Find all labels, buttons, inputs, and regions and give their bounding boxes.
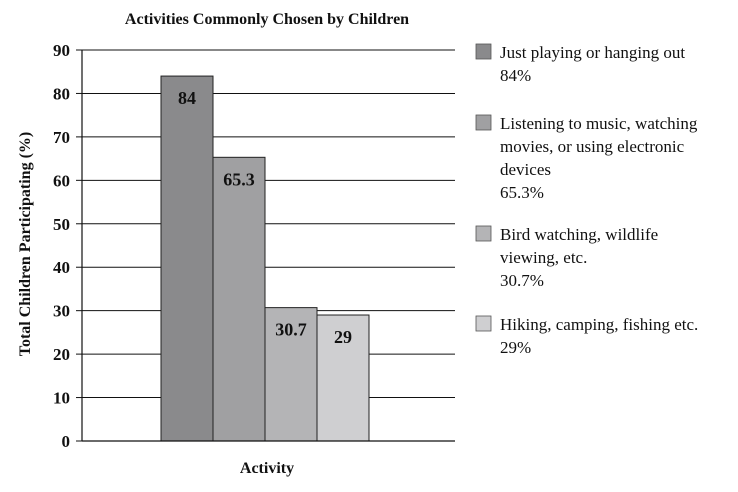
- legend-swatch: [475, 114, 492, 131]
- y-axis-ticks: 0 10 20 30 40 50 60 70 80 90: [53, 41, 82, 451]
- legend-entry-text: 84%: [500, 66, 531, 85]
- bar: [212, 156, 266, 442]
- legend-swatch: [475, 43, 492, 60]
- bar-data-label: 84: [178, 88, 196, 108]
- bar-data-label: 65.3: [223, 169, 255, 189]
- y-tick-label: 60: [53, 171, 70, 190]
- legend-entry-text: Hiking, camping, fishing etc.: [500, 315, 698, 334]
- bar: [264, 307, 318, 442]
- gridlines: [82, 49, 455, 399]
- bar-labels: 84 65.3 30.7 29: [178, 88, 352, 347]
- y-tick-label: 80: [53, 84, 70, 103]
- legend-entry-text: Bird watching, wildlife: [500, 225, 658, 244]
- bar: [160, 75, 214, 442]
- legend-swatch: [475, 225, 492, 242]
- y-tick-label: 10: [53, 389, 70, 408]
- axes: [81, 50, 455, 442]
- bars: [160, 75, 370, 442]
- legend-entry-text: devices: [500, 160, 551, 179]
- x-axis-label: Activity: [240, 460, 294, 477]
- chart-title: Activities Commonly Chosen by Children: [125, 11, 409, 28]
- legend-entry-text: 29%: [500, 338, 531, 357]
- bar-data-label: 29: [334, 327, 352, 347]
- y-axis-label: Total Children Participating (%): [17, 132, 34, 356]
- y-tick-label: 0: [62, 432, 71, 451]
- y-tick-label: 70: [53, 128, 70, 147]
- y-tick-label: 20: [53, 345, 70, 364]
- y-tick-label: 30: [53, 302, 70, 321]
- legend-entry-text: movies, or using electronic: [500, 137, 685, 156]
- bar-data-label: 30.7: [275, 320, 307, 340]
- legend-entry-text: Listening to music, watching: [500, 114, 698, 133]
- y-tick-label: 50: [53, 215, 70, 234]
- legend-entry-text: viewing, etc.: [500, 248, 587, 267]
- legend-entry-text: 30.7%: [500, 271, 544, 290]
- legend-swatch: [475, 315, 492, 332]
- y-tick-label: 90: [53, 41, 70, 60]
- legend-entry-text: 65.3%: [500, 183, 544, 202]
- legend-entry-text: Just playing or hanging out: [500, 43, 685, 62]
- legend: Just playing or hanging out 84% Listening …: [475, 43, 698, 357]
- bar: [316, 314, 370, 442]
- y-tick-label: 40: [53, 258, 70, 277]
